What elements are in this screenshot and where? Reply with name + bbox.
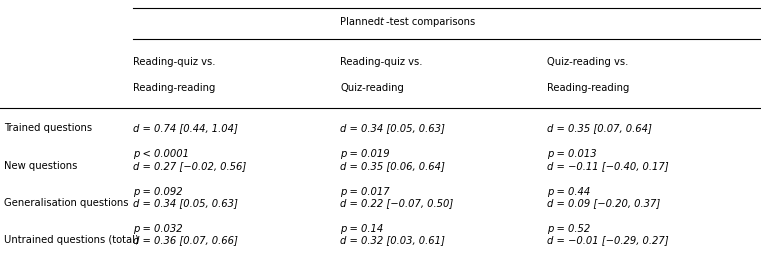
Text: d = 0.36 [0.07, 0.66]: d = 0.36 [0.07, 0.66] <box>133 235 238 245</box>
Text: New questions: New questions <box>4 161 77 171</box>
Text: p = 0.52: p = 0.52 <box>547 224 591 234</box>
Text: d = 0.22 [−0.07, 0.50]: d = 0.22 [−0.07, 0.50] <box>340 198 454 208</box>
Text: Quiz-reading vs.: Quiz-reading vs. <box>547 57 629 67</box>
Text: d = 0.74 [0.44, 1.04]: d = 0.74 [0.44, 1.04] <box>133 123 238 133</box>
Text: p = 0.14: p = 0.14 <box>340 224 384 234</box>
Text: d = −0.11 [−0.40, 0.17]: d = −0.11 [−0.40, 0.17] <box>547 161 669 171</box>
Text: -test comparisons: -test comparisons <box>386 17 475 27</box>
Text: p = 0.032: p = 0.032 <box>133 224 183 234</box>
Text: p = 0.44: p = 0.44 <box>547 187 591 197</box>
Text: d = −0.01 [−0.29, 0.27]: d = −0.01 [−0.29, 0.27] <box>547 235 669 245</box>
Text: Generalisation questions: Generalisation questions <box>4 198 129 208</box>
Text: d = 0.09 [−0.20, 0.37]: d = 0.09 [−0.20, 0.37] <box>547 198 661 208</box>
Text: d = 0.35 [0.06, 0.64]: d = 0.35 [0.06, 0.64] <box>340 161 445 171</box>
Text: t: t <box>380 17 384 27</box>
Text: p = 0.013: p = 0.013 <box>547 149 597 159</box>
Text: p < 0.0001: p < 0.0001 <box>133 149 189 159</box>
Text: Reading-reading: Reading-reading <box>547 83 629 93</box>
Text: Reading-reading: Reading-reading <box>133 83 215 93</box>
Text: Planned: Planned <box>340 17 384 27</box>
Text: Reading-quiz vs.: Reading-quiz vs. <box>340 57 422 67</box>
Text: Reading-quiz vs.: Reading-quiz vs. <box>133 57 215 67</box>
Text: p = 0.092: p = 0.092 <box>133 187 183 197</box>
Text: d = 0.34 [0.05, 0.63]: d = 0.34 [0.05, 0.63] <box>133 198 238 208</box>
Text: d = 0.35 [0.07, 0.64]: d = 0.35 [0.07, 0.64] <box>547 123 652 133</box>
Text: d = 0.32 [0.03, 0.61]: d = 0.32 [0.03, 0.61] <box>340 235 445 245</box>
Text: p = 0.019: p = 0.019 <box>340 149 390 159</box>
Text: Untrained questions (total): Untrained questions (total) <box>4 235 139 245</box>
Text: p = 0.017: p = 0.017 <box>340 187 390 197</box>
Text: d = 0.34 [0.05, 0.63]: d = 0.34 [0.05, 0.63] <box>340 123 445 133</box>
Text: d = 0.27 [−0.02, 0.56]: d = 0.27 [−0.02, 0.56] <box>133 161 247 171</box>
Text: Quiz-reading: Quiz-reading <box>340 83 404 93</box>
Text: Trained questions: Trained questions <box>4 123 92 133</box>
